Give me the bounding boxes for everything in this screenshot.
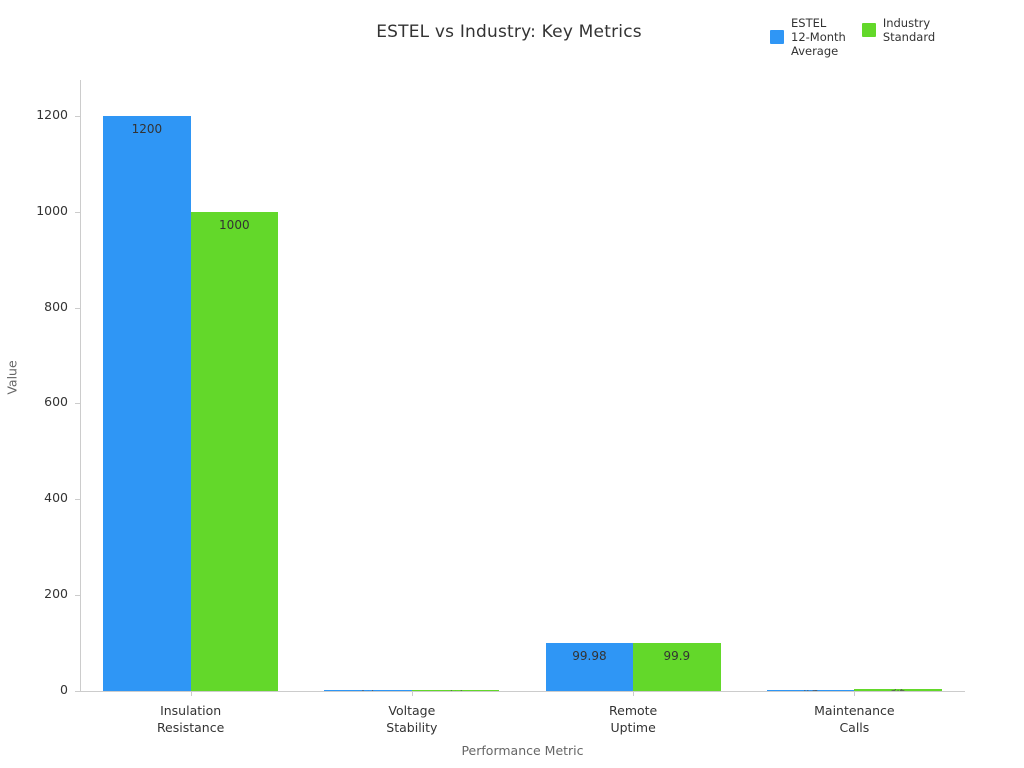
bar[interactable]: 3.2 — [854, 689, 942, 691]
bar-value-label: 99.9 — [663, 649, 691, 664]
bar-value-label: 2.1 — [324, 690, 411, 692]
x-tick-mark — [411, 691, 413, 696]
y-tick-label: 400 — [44, 490, 68, 506]
chart-legend: ESTEL 12-Month Average Industry Standard — [770, 16, 935, 58]
y-axis-ticks: 0 200 400 600 800 1000 1200 — [0, 0, 80, 768]
legend-swatch-estel — [770, 30, 784, 44]
y-tick-label: 600 — [44, 394, 68, 410]
y-tick-label: 1000 — [36, 202, 68, 218]
bar[interactable]: 1200 — [103, 115, 191, 691]
y-tick-mark — [75, 691, 80, 692]
x-axis-ticks: Insulation Resistance Voltage Stability Re… — [0, 691, 1024, 768]
y-tick-label: 800 — [44, 298, 68, 314]
bar-value-label: 1000 — [219, 217, 250, 232]
y-axis-title: Value — [4, 360, 20, 395]
legend-label-estel: ESTEL 12-Month Average — [791, 16, 846, 58]
bar[interactable]: 99.9 — [633, 643, 721, 691]
x-tick-label: Remote Uptime — [609, 703, 658, 735]
y-tick-label: 0 — [60, 682, 68, 697]
x-axis-title: Performance Metric — [461, 743, 584, 758]
bar[interactable]: 99.98 — [545, 643, 634, 691]
y-tick-mark — [75, 499, 80, 501]
y-tick-mark — [75, 211, 80, 213]
y-tick-mark — [75, 403, 80, 405]
bar-value-label: 1.5 — [412, 690, 499, 692]
legend-label-industry: Industry Standard — [882, 16, 936, 44]
y-tick-mark — [75, 307, 80, 309]
legend-item-industry-standard[interactable]: Industry Standard — [861, 16, 936, 44]
bar[interactable]: 1000 — [190, 211, 279, 691]
x-tick-mark — [633, 691, 635, 696]
chart-title: ESTEL vs Industry: Key Metrics — [376, 22, 642, 42]
legend-swatch-industry — [861, 23, 876, 37]
bar[interactable]: 0.4 — [766, 689, 855, 692]
bar[interactable]: 2.1 — [324, 689, 412, 692]
bar-value-label: 3.2 — [854, 689, 941, 691]
x-tick-mark — [190, 691, 192, 696]
x-tick-label: Insulation Resistance — [156, 703, 225, 735]
bar-value-label: 0.4 — [767, 690, 854, 692]
x-tick-label: Maintenance Calls — [814, 703, 895, 735]
y-axis-line — [80, 80, 81, 691]
y-tick-mark — [75, 115, 80, 117]
y-tick-label: 1200 — [36, 106, 68, 122]
bar[interactable]: 1.5 — [411, 689, 500, 692]
y-tick-label: 200 — [44, 586, 68, 602]
bar-value-label: 99.98 — [572, 649, 607, 664]
x-tick-mark — [854, 691, 856, 696]
legend-item-estel-12-month-average[interactable]: ESTEL 12-Month Average — [770, 16, 846, 58]
x-axis-line — [80, 691, 965, 692]
x-tick-label: Voltage Stability — [386, 703, 438, 735]
bar-value-label: 1200 — [131, 121, 163, 136]
y-tick-mark — [75, 595, 80, 597]
